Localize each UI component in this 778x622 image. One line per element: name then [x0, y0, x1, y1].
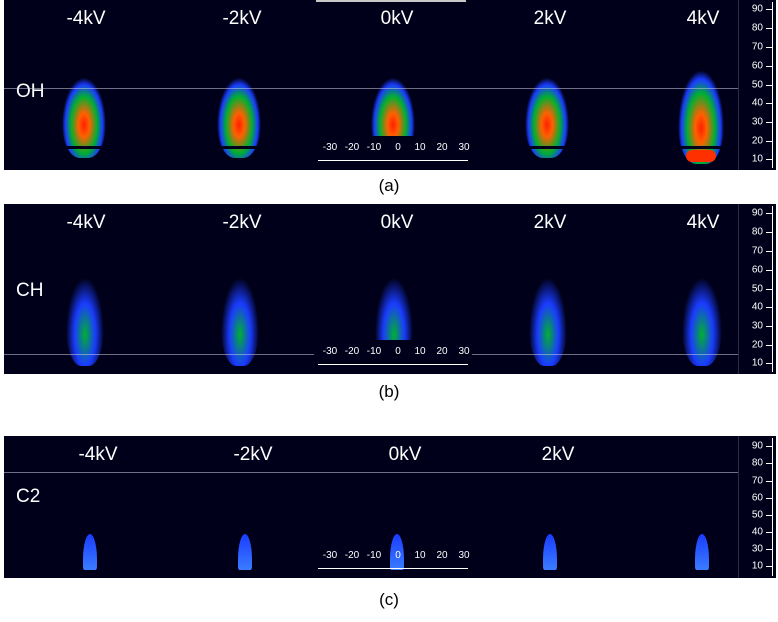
voltage-label: 0kV [380, 212, 414, 233]
voltage-label: 4kV [686, 212, 720, 233]
panel-ch: CH -4kV -2kV 0kV 2kV 4kV -30 -20 -10 0 1… [4, 204, 776, 374]
flame-c2-m4kv [83, 534, 97, 570]
reference-line [4, 88, 776, 89]
panel-c2: C2 -4kV -2kV 0kV 2kV -30 -20 -10 0 10 20… [4, 436, 776, 578]
flame-ch-m4kv [66, 240, 104, 366]
flame-c2-0kv [390, 534, 404, 570]
flame-c2-4kv [695, 534, 709, 570]
voltage-label: 4kV [686, 8, 720, 29]
flame-c2-m2kv [238, 534, 252, 570]
caption-b: (b) [378, 382, 400, 401]
voltage-label: -2kV [222, 8, 262, 29]
panel-oh: OH -4kV -2kV 0kV 2kV 4kV -30 -20 -10 0 1… [4, 0, 776, 170]
y-scale: 90 80 70 60 50 40 30 20 10 [738, 0, 776, 170]
voltage-label: 2kV [541, 444, 575, 465]
x-scale: -30 -20 -10 0 10 20 30 [314, 340, 472, 374]
voltage-label: -4kV [66, 8, 106, 29]
flame-ch-2kv [529, 240, 567, 366]
voltage-label: 0kV [388, 444, 422, 465]
voltage-label: 2kV [533, 8, 567, 29]
voltage-label: -4kV [78, 444, 118, 465]
flame-ch-4kv [682, 240, 722, 366]
caption-c: (c) [379, 590, 399, 609]
flame-c2-2kv [543, 534, 557, 570]
y-scale: 90 80 70 60 50 40 30 20 10 [738, 436, 776, 578]
voltage-label: -2kV [233, 444, 273, 465]
voltage-label: 2kV [533, 212, 567, 233]
species-label-ch: CH [16, 280, 44, 301]
divider [316, 0, 466, 2]
x-scale: -30 -20 -10 0 10 20 30 [314, 136, 472, 170]
voltage-label: -2kV [222, 212, 262, 233]
reference-line [4, 472, 776, 473]
caption-a: (a) [378, 176, 400, 195]
flame-ch-m2kv [221, 240, 259, 366]
y-scale: 90 80 70 60 50 40 30 20 10 [738, 204, 776, 374]
voltage-label: 0kV [380, 8, 414, 29]
voltage-label: -4kV [66, 212, 106, 233]
species-label-c2: C2 [16, 486, 41, 507]
x-scale: -30 -20 -10 0 10 20 30 [314, 544, 472, 578]
species-label-oh: OH [16, 81, 45, 102]
